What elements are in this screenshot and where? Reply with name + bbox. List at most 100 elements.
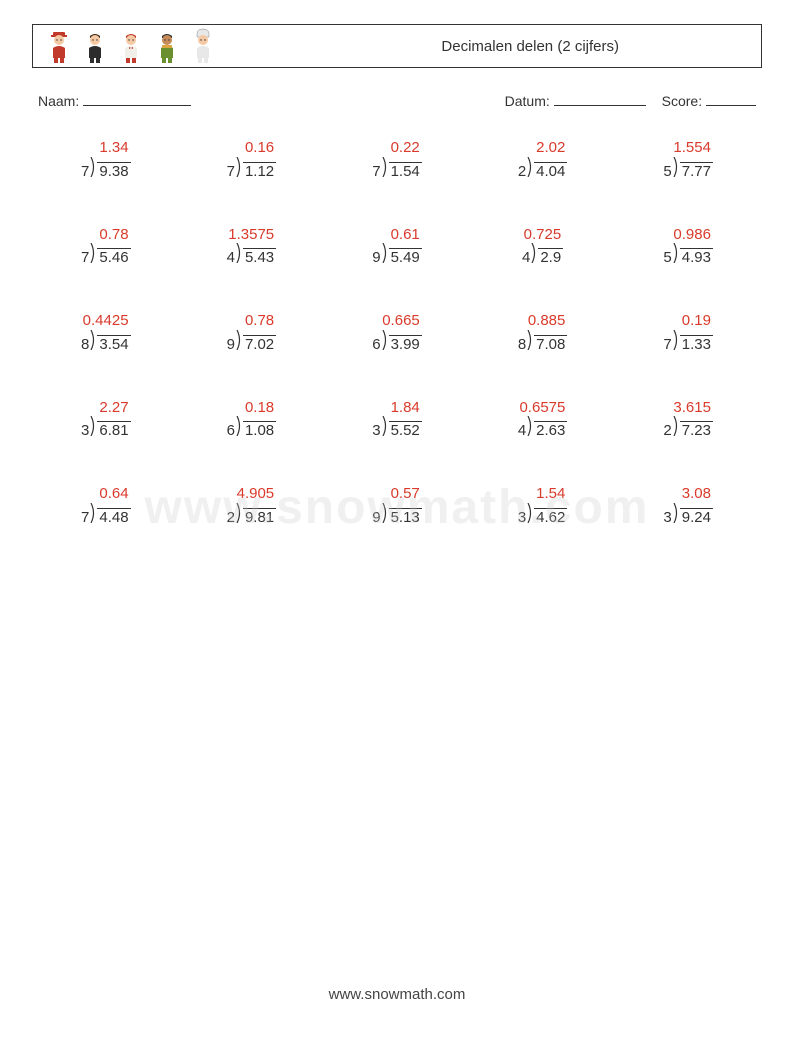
quotient-answer: 2.02 (518, 139, 568, 158)
division-expression: 27.23 (663, 417, 713, 441)
divisor: 9 (372, 249, 381, 268)
divisor: 5 (663, 163, 672, 182)
dividend: 2.63 (534, 421, 567, 441)
quotient-answer: 0.725 (522, 226, 563, 245)
person-icon-bowtie (117, 28, 145, 64)
person-icon-black (81, 28, 109, 64)
dividend: 5.13 (389, 508, 422, 528)
header-icons (45, 28, 217, 64)
long-division-bracket-icon (236, 504, 243, 522)
long-division-bracket-icon (382, 158, 389, 176)
division-problem: 0.657542.63 (518, 399, 568, 442)
divisor: 4 (518, 422, 527, 441)
quotient-answer: 3.08 (663, 485, 713, 504)
division-problem: 3.0839.24 (663, 485, 713, 528)
divisor: 5 (663, 249, 672, 268)
dividend: 7.08 (534, 335, 567, 355)
dividend: 7.23 (680, 421, 713, 441)
division-expression: 54.93 (663, 244, 713, 268)
problem-cell: 0.6195.49 (329, 226, 465, 269)
problem-cell: 0.5795.13 (329, 485, 465, 528)
problem-cell: 0.72542.9 (475, 226, 611, 269)
dividend: 4.62 (534, 508, 567, 528)
divisor: 9 (372, 509, 381, 528)
divisor: 2 (227, 509, 236, 528)
division-expression: 71.54 (372, 158, 422, 182)
quotient-answer: 0.57 (372, 485, 422, 504)
divisor: 2 (518, 163, 527, 182)
division-expression: 39.24 (663, 504, 713, 528)
long-division-bracket-icon (382, 417, 389, 435)
quotient-answer: 0.18 (227, 399, 277, 418)
divisor: 4 (227, 249, 236, 268)
divisor: 6 (227, 422, 236, 441)
dividend: 3.54 (97, 335, 130, 355)
problem-cell: 2.02 2 4.04 (475, 139, 611, 182)
long-division-bracket-icon (90, 244, 97, 262)
person-icon-red (45, 28, 73, 64)
division-expression: 79.38 (81, 158, 131, 182)
problem-cell: 1.3479.38 (38, 139, 174, 182)
divisor: 3 (81, 422, 90, 441)
dividend: 4.93 (680, 248, 713, 268)
division-problem: 0.442583.54 (81, 312, 131, 355)
divisor: 6 (372, 336, 381, 355)
division-problem: 1.5434.62 (518, 485, 568, 528)
problem-cell: 0.7875.46 (38, 226, 174, 269)
quotient-answer: 0.16 (227, 139, 277, 158)
dividend: 3.99 (389, 335, 422, 355)
long-division-bracket-icon (90, 158, 97, 176)
divisor: 2 (663, 422, 672, 441)
problem-cell: 1.55457.77 (620, 139, 756, 182)
division-expression: 42.63 (518, 417, 568, 441)
long-division-bracket-icon (236, 158, 243, 176)
score-label: Score: (662, 93, 702, 109)
problems-grid: 1.3479.380.1671.120.2271.542.0224.041.55… (32, 139, 762, 528)
problem-cell: 0.1671.12 (184, 139, 320, 182)
division-problem: 1.55457.77 (663, 139, 713, 182)
division-problem: 1.357545.43 (227, 226, 277, 269)
long-division-bracket-icon (90, 417, 97, 435)
date-blank (554, 92, 646, 106)
long-division-bracket-icon (382, 331, 389, 349)
long-division-bracket-icon (673, 504, 680, 522)
division-problem: 0.1861.08 (227, 399, 277, 442)
dividend: 9.24 (680, 508, 713, 528)
dividend: 4.48 (97, 508, 130, 528)
division-expression: 87.08 (518, 331, 568, 355)
division-problem: 0.98654.93 (663, 226, 713, 269)
division-expression: 45.43 (227, 244, 277, 268)
division-problem: 2.2736.81 (81, 399, 131, 442)
division-expression: 71.33 (663, 331, 713, 355)
dividend: 5.49 (389, 248, 422, 268)
division-problem: 1.3479.38 (81, 139, 131, 182)
quotient-answer: 0.6575 (518, 399, 568, 418)
problem-cell: 0.7897.02 (184, 312, 320, 355)
division-problem: 0.7897.02 (227, 312, 277, 355)
divisor: 7 (227, 163, 236, 182)
long-division-bracket-icon (382, 504, 389, 522)
problem-cell: 3.0839.24 (620, 485, 756, 528)
long-division-bracket-icon (527, 504, 534, 522)
long-division-bracket-icon (673, 244, 680, 262)
division-problem: 0.88587.08 (518, 312, 568, 355)
quotient-answer: 0.986 (663, 226, 713, 245)
score-field-group: Score: (662, 92, 756, 109)
quotient-answer: 1.3575 (227, 226, 277, 245)
quotient-answer: 0.22 (372, 139, 422, 158)
quotient-answer: 0.64 (81, 485, 131, 504)
problem-cell: 0.6474.48 (38, 485, 174, 528)
division-problem: 3.61527.23 (663, 399, 713, 442)
division-expression: 95.13 (372, 504, 422, 528)
dividend: 4.04 (534, 162, 567, 182)
divisor: 8 (81, 336, 90, 355)
dividend: 6.81 (97, 421, 130, 441)
long-division-bracket-icon (236, 331, 243, 349)
long-division-bracket-icon (673, 417, 680, 435)
division-problem: 0.2271.54 (372, 139, 422, 182)
divisor: 8 (518, 336, 527, 355)
dividend: 5.46 (97, 248, 130, 268)
problem-cell: 0.1971.33 (620, 312, 756, 355)
date-label: Datum: (505, 93, 550, 109)
division-problem: 4.90529.81 (227, 485, 277, 528)
